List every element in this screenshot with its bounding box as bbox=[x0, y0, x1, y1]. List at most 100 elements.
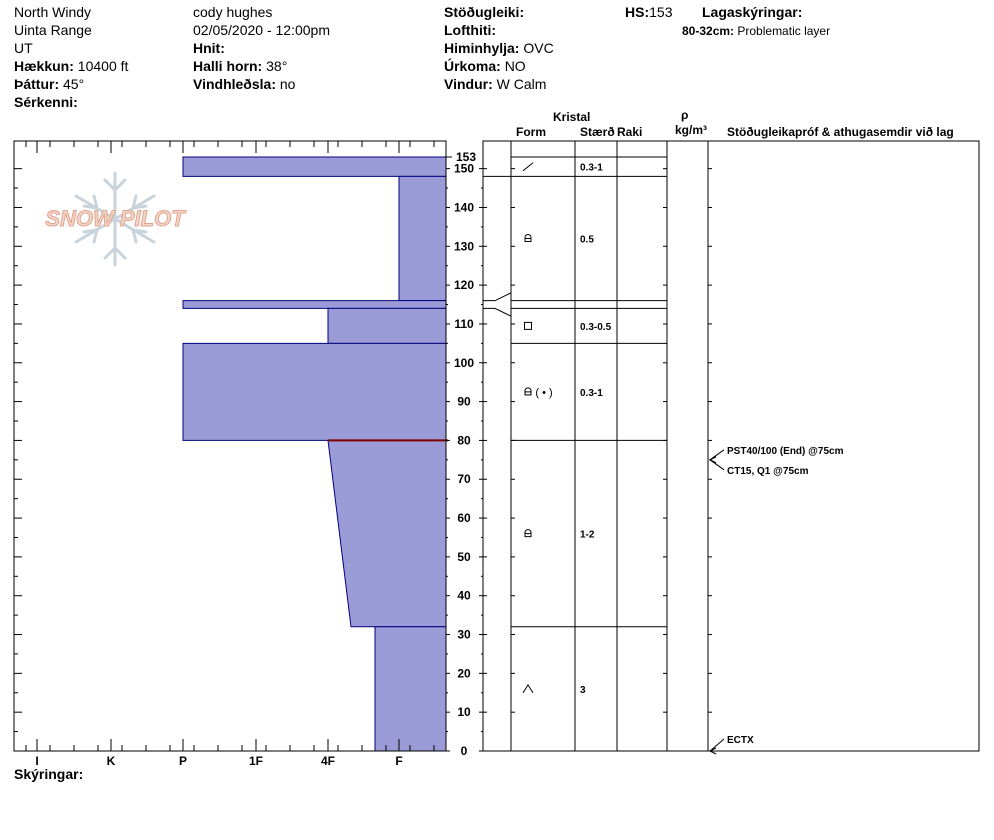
test-leader bbox=[709, 738, 725, 752]
depth-label: 120 bbox=[454, 278, 474, 292]
depth-label: 130 bbox=[454, 239, 474, 253]
hardness-label: I bbox=[35, 754, 38, 768]
stability-label: Stöðugleiki: bbox=[444, 4, 525, 20]
hs-label: HS: bbox=[625, 4, 650, 20]
sky: Himinhylja: OVC bbox=[444, 40, 554, 56]
wind-label: Vindur: bbox=[444, 76, 493, 92]
air-temp-label: Lofthiti: bbox=[444, 22, 497, 38]
test-arrow-icon bbox=[708, 747, 717, 755]
hardness-bars bbox=[182, 156, 448, 752]
slope-value: 38° bbox=[266, 58, 288, 74]
depth-label: 60 bbox=[457, 511, 471, 525]
hardness-bar bbox=[327, 307, 447, 344]
aspect: Þáttur: 45° bbox=[14, 76, 84, 92]
depth-label: 30 bbox=[457, 628, 471, 642]
profile-axes: I K P 1F 4F F bbox=[13, 140, 447, 768]
depth-label: 20 bbox=[457, 666, 471, 680]
hardness-bar bbox=[327, 439, 447, 628]
wind-loading: Vindhleðsla: no bbox=[193, 76, 295, 92]
precip-value: NO bbox=[504, 58, 526, 74]
depth-top-label: 153 bbox=[456, 150, 476, 164]
precip: Úrkoma: NO bbox=[444, 58, 526, 74]
sky-value: OVC bbox=[523, 40, 554, 56]
grain-size-label: 3 bbox=[580, 685, 586, 696]
wind-value: W Calm bbox=[496, 76, 547, 92]
col-rho: ρ bbox=[681, 108, 689, 122]
grain-form-icon bbox=[522, 683, 534, 694]
test-label: ECTX bbox=[727, 735, 754, 746]
depth-label: 150 bbox=[454, 162, 474, 176]
test-arrow-icon bbox=[708, 456, 717, 464]
depth-label: 40 bbox=[457, 589, 471, 603]
grain-form-icon bbox=[524, 321, 532, 330]
col-size: Stærð bbox=[580, 125, 615, 139]
grain-size-label: 0.3-1 bbox=[580, 388, 603, 399]
elevation-label: Hækkun: bbox=[14, 58, 74, 74]
coords-label: Hnit: bbox=[193, 40, 225, 56]
precip-label: Úrkoma: bbox=[444, 58, 501, 74]
col-crystal: Kristal bbox=[553, 110, 591, 124]
depth-label: 0 bbox=[461, 744, 468, 758]
location-name: North Windy bbox=[14, 4, 92, 20]
boundary-connector bbox=[483, 292, 512, 302]
grain-size-label: 0.5 bbox=[580, 235, 594, 246]
depth-label: 110 bbox=[454, 317, 474, 331]
aspect-value: 45° bbox=[63, 76, 85, 92]
grain-form-icon: ( • ) bbox=[524, 387, 553, 399]
wind-loading-value: no bbox=[279, 76, 296, 92]
slope-label: Halli horn: bbox=[193, 58, 263, 74]
legend-label: Skýringar: bbox=[14, 766, 84, 782]
layer-notes-label: Lagaskýringar: bbox=[702, 4, 803, 20]
depth-label: 50 bbox=[457, 550, 471, 564]
crystal-grid: 0.3-1 0.5 0.3-0.5 ( • ) 0.3-1 1-2 3 bbox=[482, 140, 980, 752]
layer-note-range: 80-32cm: bbox=[682, 24, 735, 38]
grain-form-icon bbox=[524, 234, 532, 243]
hardness-label: 1F bbox=[249, 754, 263, 768]
crystal-frame bbox=[482, 140, 980, 752]
hardness-bar bbox=[398, 175, 447, 302]
features-label: Sérkenni: bbox=[14, 94, 78, 110]
rounded-grain-icon bbox=[524, 387, 532, 396]
depth-label: 70 bbox=[457, 472, 471, 486]
observer: cody hughes bbox=[193, 4, 273, 20]
col-tests: Stöðugleikapróf & athugasemdir við lag bbox=[727, 125, 954, 139]
depth-label: 80 bbox=[457, 433, 471, 447]
aspect-label: Þáttur: bbox=[14, 76, 60, 92]
hardness-label: F bbox=[395, 754, 402, 768]
paren-dot-icon: ( • ) bbox=[535, 387, 552, 399]
hs: HS:153 bbox=[625, 4, 672, 20]
depth-label: 90 bbox=[457, 395, 471, 409]
wind-loading-label: Vindhleðsla: bbox=[193, 76, 276, 92]
rounded-grain-icon bbox=[524, 529, 532, 538]
hardness-bar bbox=[182, 156, 447, 177]
state-name: UT bbox=[14, 40, 33, 56]
col-form: Form bbox=[516, 125, 546, 139]
hardness-label: P bbox=[179, 754, 187, 768]
hardness-bar bbox=[182, 342, 447, 441]
col-density-unit: kg/m³ bbox=[675, 123, 708, 137]
range-name: Uinta Range bbox=[14, 22, 92, 38]
datetime: 02/05/2020 - 12:00pm bbox=[193, 22, 330, 38]
layer-note-text: Problematic layer bbox=[737, 24, 831, 38]
depth-hoar-icon bbox=[522, 683, 534, 694]
sky-label: Himinhylja: bbox=[444, 40, 520, 56]
grain-size-label: 1-2 bbox=[580, 530, 595, 541]
boundary-connector bbox=[483, 307, 512, 317]
layer-note: 80-32cm: Problematic layer bbox=[682, 24, 830, 38]
test-label: PST40/100 (End) @75cm bbox=[727, 446, 844, 457]
elevation-value: 10400 ft bbox=[77, 58, 129, 74]
logo-text: SNOW PILOT bbox=[45, 206, 186, 231]
hardness-bar bbox=[374, 626, 447, 752]
grain-size-label: 0.3-0.5 bbox=[580, 322, 612, 333]
depth-label: 100 bbox=[454, 356, 474, 370]
slope: Halli horn: 38° bbox=[193, 58, 287, 74]
stability-tests: PST40/100 (End) @75cm CT15, Q1 @75cm ECTX bbox=[708, 446, 844, 755]
decomposing-icon bbox=[522, 162, 534, 172]
test-label: CT15, Q1 @75cm bbox=[727, 466, 809, 477]
grain-form-icon bbox=[524, 529, 532, 538]
hardness-label: K bbox=[107, 754, 116, 768]
faceted-grain-icon bbox=[524, 321, 532, 330]
hardness-label: 4F bbox=[321, 754, 335, 768]
